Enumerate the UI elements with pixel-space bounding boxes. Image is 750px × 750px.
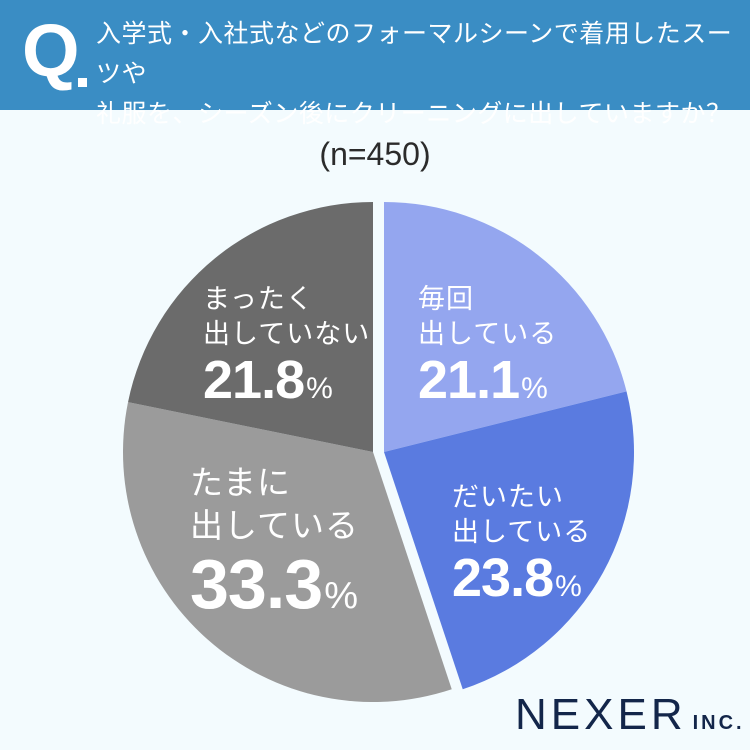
pie-slice-never [128,202,373,452]
sample-size: (n=450) [319,136,431,172]
q-dot-decoration [78,78,87,87]
q-mark: Q [22,9,80,92]
question-line-2: 礼服を、シーズン後にクリーニングに出していますか？ [96,99,732,128]
pie-slice-sometimes [122,402,452,702]
label-sometimes: たまに 出している 33.3% [190,463,360,623]
question-header: Q 入学式・入社式などのフォーマルシーンで着用したスーツや 礼服を、シーズン後に… [0,0,750,128]
label-mostly: だいたい 出している 23.8% [452,482,592,609]
nexer-logo: NEXER INC. [515,690,745,739]
question-text: 入学式・入社式などのフォーマルシーンで着用したスーツや 礼服を、シーズン後にクリ… [96,14,736,134]
question-line-1: 入学式・入社式などのフォーマルシーンで着用したスーツや [96,19,733,88]
label-every-time: 毎回 出している 21.1% [418,284,558,411]
label-never: まったく 出していない 21.8% [203,284,371,411]
pie-slice-mostly [384,391,635,690]
pie-slice-every-time [384,202,627,452]
